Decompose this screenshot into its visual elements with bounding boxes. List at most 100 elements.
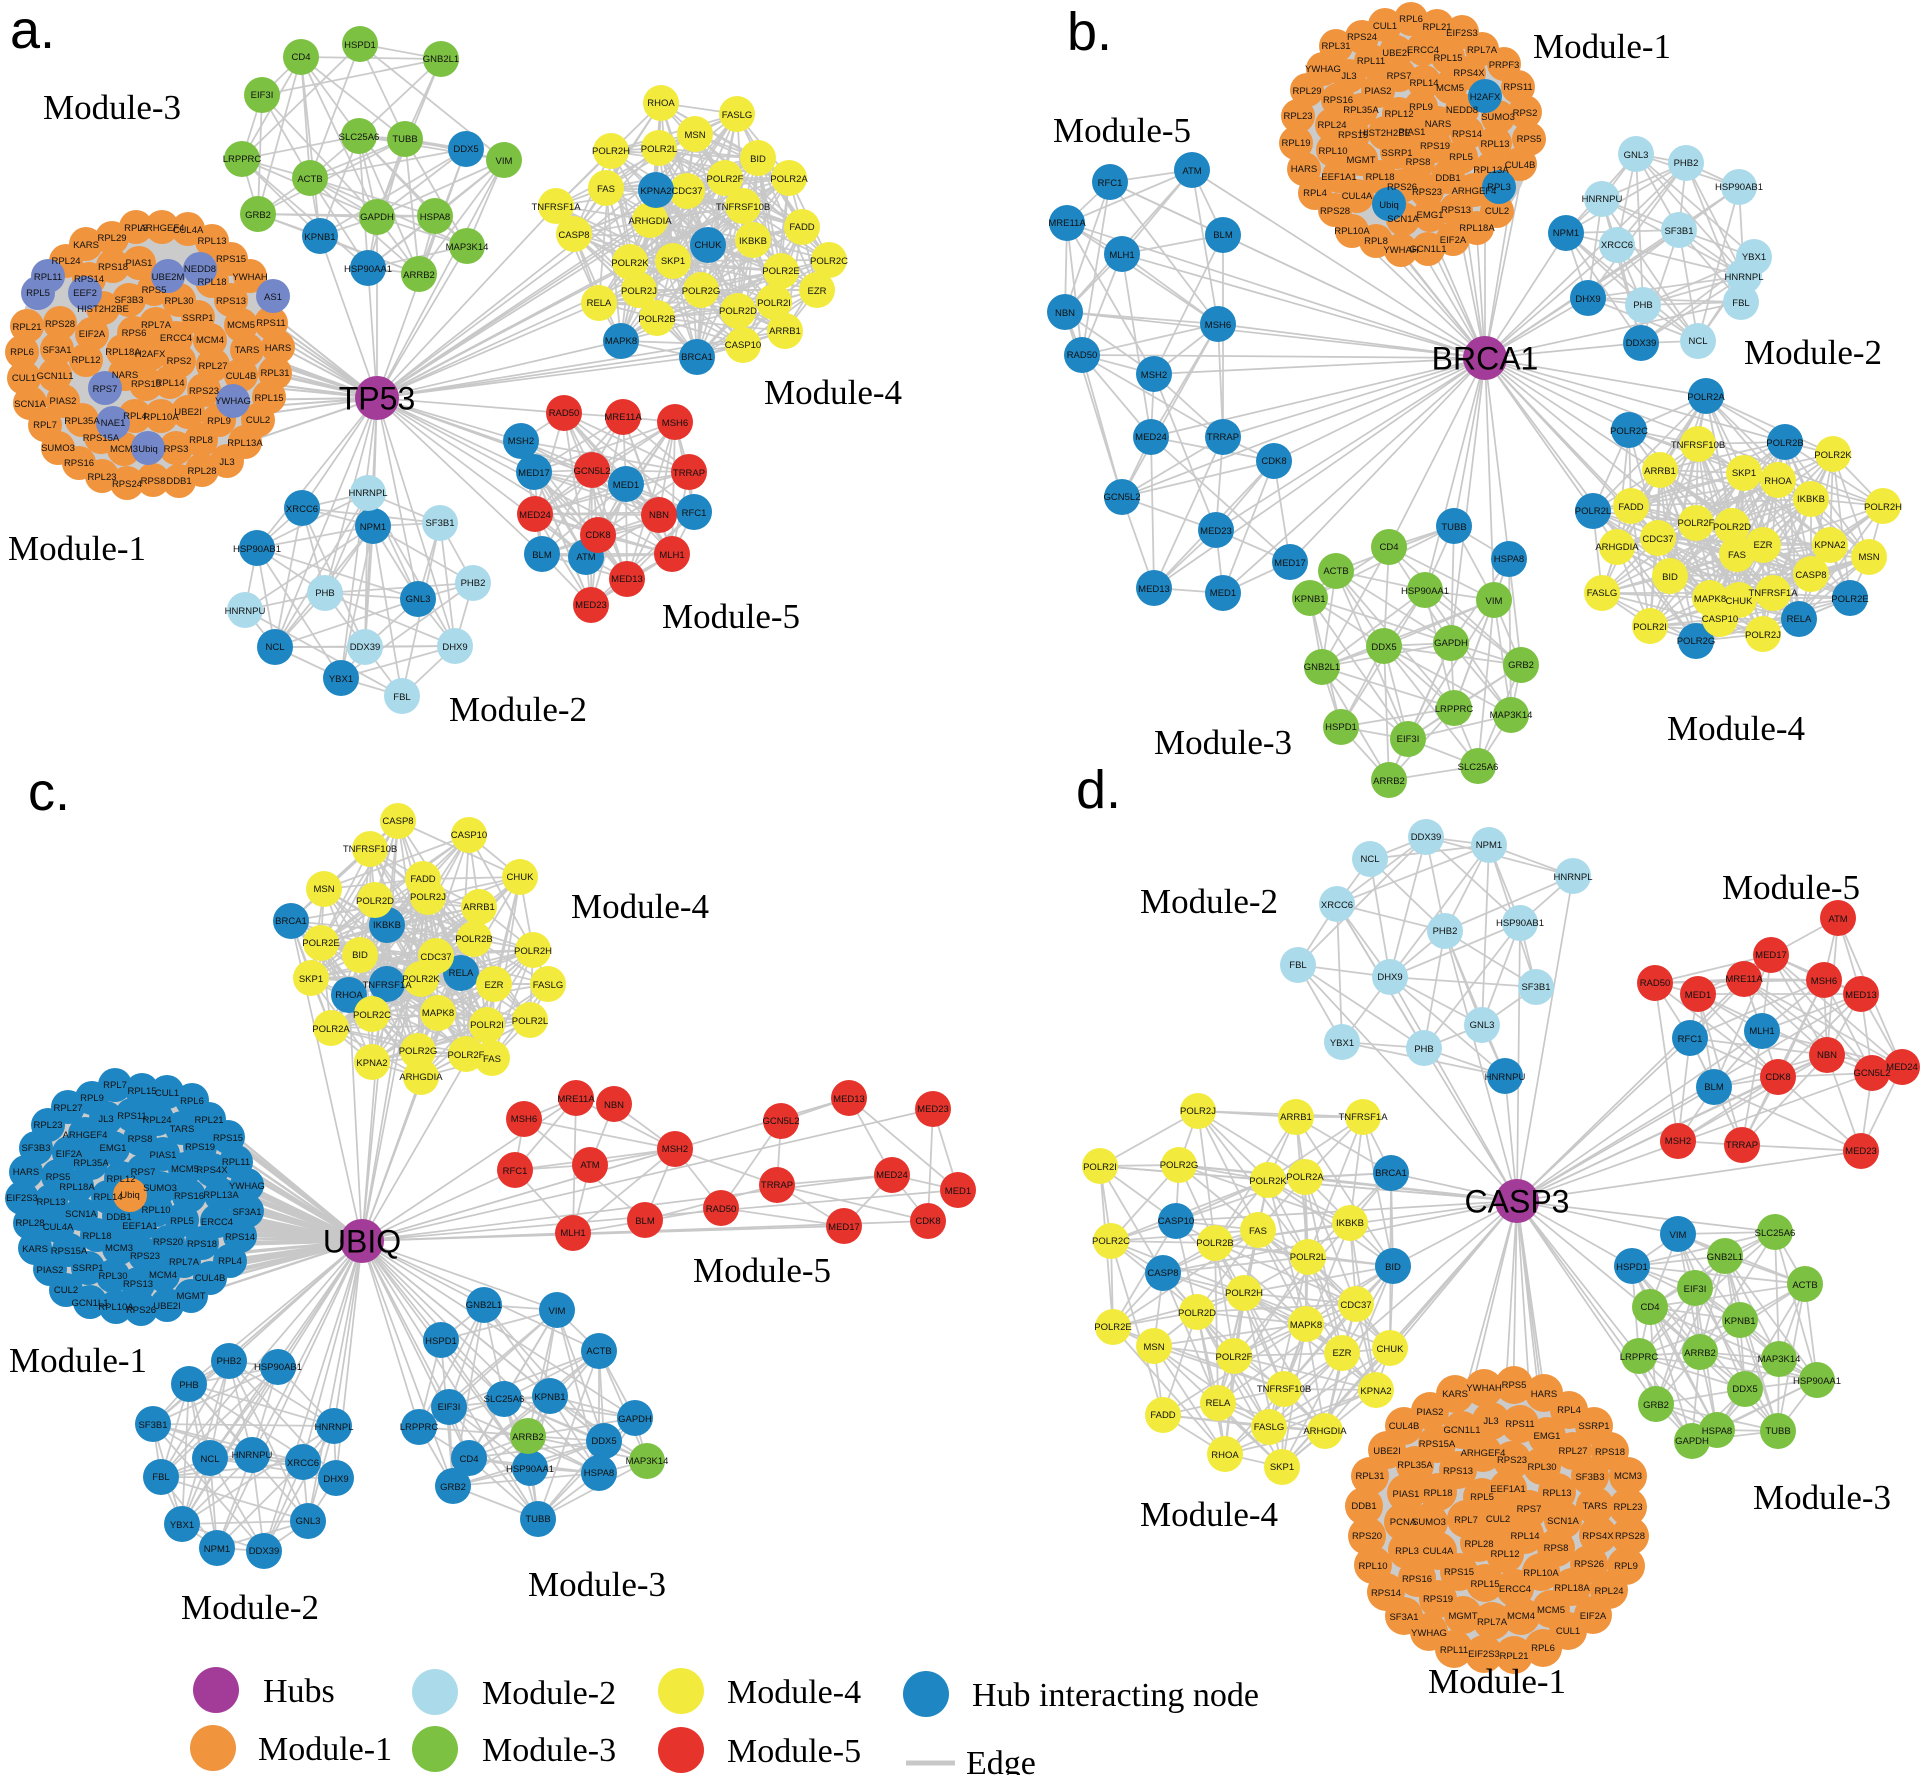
svg-text:ARHGEF4: ARHGEF4 [63, 1130, 108, 1141]
svg-text:RPS16: RPS16 [64, 458, 94, 469]
svg-text:YWHAH: YWHAH [1466, 1383, 1502, 1394]
svg-text:RPS14: RPS14 [1452, 129, 1482, 140]
svg-text:MED17: MED17 [518, 468, 550, 479]
svg-text:NPM1: NPM1 [1553, 228, 1579, 239]
svg-text:UBE2I: UBE2I [174, 407, 201, 418]
svg-text:PRPF3: PRPF3 [1489, 60, 1520, 71]
svg-text:HSP90AA1: HSP90AA1 [344, 264, 392, 275]
svg-text:RPL15: RPL15 [1470, 1579, 1499, 1590]
svg-text:MGMT: MGMT [176, 1291, 205, 1302]
svg-text:TNFRSF10B: TNFRSF10B [343, 844, 397, 855]
svg-text:RPL29: RPL29 [1292, 86, 1321, 97]
svg-text:POLR2G: POLR2G [1160, 1160, 1199, 1171]
svg-text:POLR2K: POLR2K [1249, 1176, 1287, 1187]
svg-text:RPL6: RPL6 [180, 1096, 204, 1107]
svg-text:SKP1: SKP1 [661, 256, 685, 267]
svg-text:RPL9: RPL9 [1409, 102, 1433, 113]
svg-text:EZR: EZR [1754, 540, 1773, 551]
svg-text:RPL21: RPL21 [1422, 22, 1451, 33]
svg-text:GCN5L2: GCN5L2 [763, 1116, 800, 1127]
svg-text:LRPPRC: LRPPRC [1435, 704, 1474, 715]
svg-text:KPNB1: KPNB1 [1724, 1316, 1755, 1327]
svg-text:HIST2H2BE: HIST2H2BE [77, 304, 129, 315]
svg-text:Module-1: Module-1 [1428, 1662, 1566, 1701]
svg-text:POLR2H: POLR2H [592, 146, 630, 157]
svg-text:RPL23: RPL23 [1613, 1502, 1642, 1513]
svg-text:MSH6: MSH6 [1811, 976, 1837, 987]
svg-text:HSPD1: HSPD1 [344, 40, 376, 51]
svg-text:DDB1: DDB1 [106, 1212, 131, 1223]
svg-text:TNFRSF1A: TNFRSF1A [1338, 1112, 1388, 1123]
svg-text:ACTB: ACTB [586, 1346, 611, 1357]
svg-text:GNB2L1: GNB2L1 [466, 1300, 502, 1311]
svg-text:CASP10: CASP10 [451, 830, 487, 841]
svg-text:FASLG: FASLG [722, 110, 753, 121]
svg-text:MCM3: MCM3 [1614, 1471, 1642, 1482]
svg-text:RPL5: RPL5 [170, 1216, 194, 1227]
svg-text:RPL24: RPL24 [142, 1115, 171, 1126]
svg-text:RPS4X: RPS4X [1453, 68, 1485, 79]
svg-text:RPS19: RPS19 [1423, 1594, 1453, 1605]
svg-text:RPS11: RPS11 [117, 1111, 146, 1122]
svg-text:RPL31: RPL31 [1321, 41, 1350, 52]
svg-text:ARRB2: ARRB2 [1373, 776, 1405, 787]
svg-text:NCL: NCL [1688, 336, 1707, 347]
svg-text:GAPDH: GAPDH [618, 1414, 652, 1425]
svg-text:MED13: MED13 [611, 574, 643, 585]
svg-text:BRCA1: BRCA1 [681, 352, 713, 363]
svg-text:BLM: BLM [532, 550, 552, 561]
svg-text:RPS20: RPS20 [1352, 1531, 1382, 1542]
svg-text:NAE1: NAE1 [101, 418, 126, 429]
svg-text:PHB2: PHB2 [461, 578, 486, 589]
svg-text:TUBB: TUBB [392, 134, 417, 145]
svg-text:RPL35A: RPL35A [1343, 105, 1379, 116]
svg-text:POLR2B: POLR2B [1766, 438, 1804, 449]
svg-text:EEF1A1: EEF1A1 [122, 1221, 157, 1232]
svg-text:RPS15A: RPS15A [83, 433, 120, 444]
svg-text:Module-2: Module-2 [1140, 882, 1278, 921]
svg-text:GRB2: GRB2 [1643, 1400, 1669, 1411]
svg-text:PHB: PHB [315, 588, 335, 599]
svg-text:TRRAP: TRRAP [1726, 1140, 1758, 1151]
svg-text:RPS13: RPS13 [216, 296, 246, 307]
svg-text:MAP3K14: MAP3K14 [1758, 1354, 1801, 1365]
svg-text:ARRB1: ARRB1 [1280, 1112, 1312, 1123]
svg-text:MED23: MED23 [1845, 1146, 1877, 1157]
svg-text:MAPK8: MAPK8 [1290, 1320, 1322, 1331]
svg-text:Module-3: Module-3 [482, 1732, 616, 1769]
svg-text:MRE11A: MRE11A [1725, 974, 1763, 985]
svg-text:EIF2A: EIF2A [1440, 235, 1467, 246]
svg-text:GCN5L2: GCN5L2 [1104, 492, 1141, 503]
svg-text:TRRAP: TRRAP [673, 468, 705, 479]
svg-text:EZR: EZR [485, 980, 504, 991]
svg-text:LRPPRC: LRPPRC [223, 154, 262, 165]
svg-text:YWHAG: YWHAG [1411, 1628, 1447, 1639]
svg-text:RPS23: RPS23 [130, 1251, 160, 1262]
svg-text:MAP3K14: MAP3K14 [1490, 710, 1533, 721]
svg-text:MED13: MED13 [833, 1094, 865, 1105]
svg-text:SKP1: SKP1 [299, 974, 323, 985]
svg-text:HSP90AB1: HSP90AB1 [254, 1362, 302, 1373]
svg-text:POLR2I: POLR2I [470, 1020, 504, 1031]
svg-text:POLR2G: POLR2G [399, 1046, 438, 1057]
svg-text:MED24: MED24 [1135, 432, 1167, 443]
svg-text:RPL21: RPL21 [12, 322, 41, 333]
svg-text:RAD50: RAD50 [1640, 978, 1671, 989]
svg-text:KPNA2: KPNA2 [1814, 540, 1845, 551]
svg-text:KARS: KARS [1442, 1389, 1468, 1400]
svg-text:IKBKB: IKBKB [1797, 494, 1825, 505]
svg-text:MSN: MSN [1858, 552, 1879, 563]
svg-text:MSN: MSN [1143, 1342, 1164, 1353]
svg-text:RPS16: RPS16 [174, 1191, 204, 1202]
svg-text:RPL7A: RPL7A [1477, 1617, 1508, 1628]
svg-text:RPS5: RPS5 [1502, 1380, 1527, 1391]
svg-text:BLM: BLM [635, 1216, 655, 1227]
svg-text:GNB2L1: GNB2L1 [1304, 662, 1340, 673]
svg-text:MSH2: MSH2 [1665, 1136, 1691, 1147]
svg-text:POLR2I: POLR2I [1633, 622, 1667, 633]
svg-text:HNRNPL: HNRNPL [348, 488, 387, 499]
svg-text:SF3B3: SF3B3 [1575, 1472, 1604, 1483]
svg-text:EEF2: EEF2 [73, 288, 97, 299]
svg-text:RPL27: RPL27 [53, 1103, 82, 1114]
svg-text:RPL7A: RPL7A [1467, 45, 1498, 56]
